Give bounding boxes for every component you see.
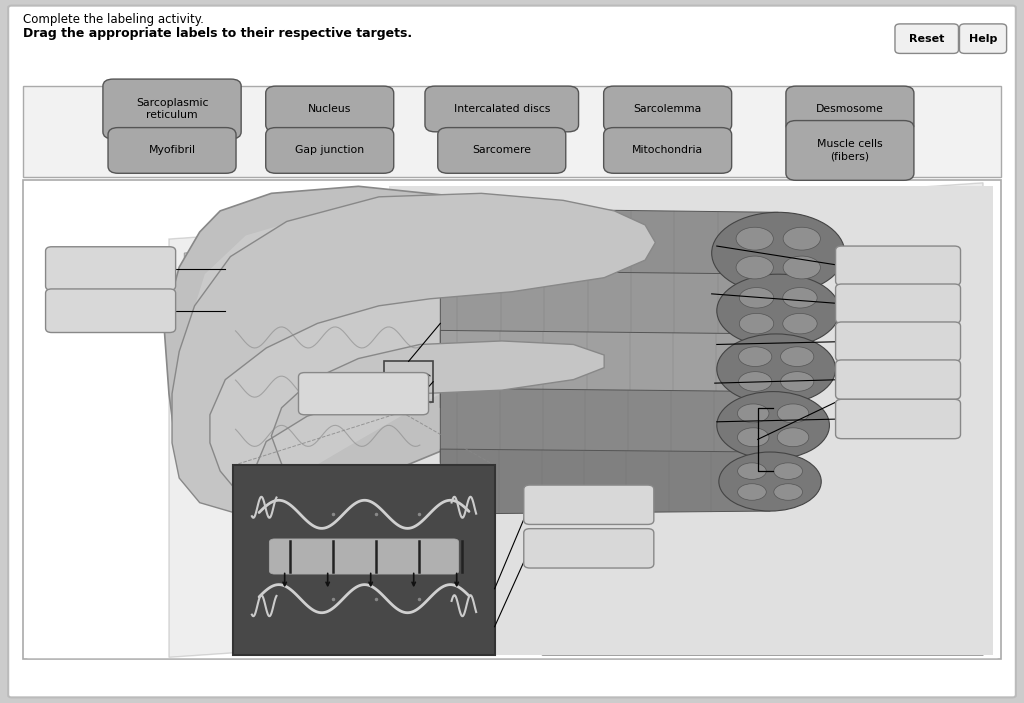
FancyBboxPatch shape xyxy=(836,322,961,361)
FancyBboxPatch shape xyxy=(23,86,1001,177)
FancyBboxPatch shape xyxy=(604,86,731,132)
Ellipse shape xyxy=(777,404,809,423)
Polygon shape xyxy=(27,183,997,657)
Ellipse shape xyxy=(717,392,829,459)
FancyBboxPatch shape xyxy=(27,183,997,657)
Text: Mitochondria: Mitochondria xyxy=(632,146,703,155)
Text: Muscle cells
(fibers): Muscle cells (fibers) xyxy=(817,139,883,162)
FancyBboxPatch shape xyxy=(836,284,961,323)
Ellipse shape xyxy=(783,227,820,250)
FancyBboxPatch shape xyxy=(604,128,731,173)
FancyBboxPatch shape xyxy=(836,399,961,439)
Text: Complete the labeling activity.: Complete the labeling activity. xyxy=(23,13,204,25)
Ellipse shape xyxy=(774,463,803,479)
FancyBboxPatch shape xyxy=(269,539,459,574)
Text: Intercalated discs: Intercalated discs xyxy=(454,104,550,114)
Ellipse shape xyxy=(712,212,845,294)
Text: Drag the appropriate labels to their respective targets.: Drag the appropriate labels to their res… xyxy=(23,27,412,39)
FancyBboxPatch shape xyxy=(895,24,958,53)
FancyBboxPatch shape xyxy=(45,289,176,333)
Ellipse shape xyxy=(780,347,814,366)
Polygon shape xyxy=(172,193,655,515)
Text: Nucleus: Nucleus xyxy=(308,104,351,114)
Ellipse shape xyxy=(777,428,809,446)
Ellipse shape xyxy=(739,314,774,334)
Ellipse shape xyxy=(737,404,769,423)
Ellipse shape xyxy=(736,227,773,250)
Text: Desmosome: Desmosome xyxy=(816,104,884,114)
Ellipse shape xyxy=(737,463,766,479)
Ellipse shape xyxy=(739,288,774,308)
FancyBboxPatch shape xyxy=(523,529,653,568)
Text: Myofibril: Myofibril xyxy=(148,146,196,155)
Text: Sarcomere: Sarcomere xyxy=(472,146,531,155)
FancyBboxPatch shape xyxy=(45,247,176,290)
Polygon shape xyxy=(184,211,978,648)
Ellipse shape xyxy=(738,372,772,392)
Text: Sarcolemma: Sarcolemma xyxy=(634,104,701,114)
Polygon shape xyxy=(169,183,983,657)
Text: Help: Help xyxy=(969,34,997,44)
FancyBboxPatch shape xyxy=(438,128,565,173)
FancyBboxPatch shape xyxy=(299,373,428,415)
Ellipse shape xyxy=(780,372,814,392)
Ellipse shape xyxy=(736,256,773,279)
FancyBboxPatch shape xyxy=(27,183,997,657)
Ellipse shape xyxy=(737,484,766,501)
Polygon shape xyxy=(164,186,676,513)
Polygon shape xyxy=(440,449,770,514)
Polygon shape xyxy=(389,186,993,655)
FancyBboxPatch shape xyxy=(786,86,913,132)
Text: Sarcoplasmic
reticulum: Sarcoplasmic reticulum xyxy=(136,98,208,120)
FancyBboxPatch shape xyxy=(109,128,237,173)
Text: Reset: Reset xyxy=(909,34,944,44)
FancyBboxPatch shape xyxy=(8,6,1016,697)
Ellipse shape xyxy=(737,428,769,446)
Polygon shape xyxy=(189,204,584,496)
Polygon shape xyxy=(440,330,776,408)
Ellipse shape xyxy=(782,288,817,308)
FancyBboxPatch shape xyxy=(523,485,653,524)
FancyBboxPatch shape xyxy=(425,86,579,132)
Polygon shape xyxy=(189,197,983,655)
FancyBboxPatch shape xyxy=(786,120,913,180)
Ellipse shape xyxy=(717,334,836,404)
Polygon shape xyxy=(440,208,778,298)
Ellipse shape xyxy=(719,452,821,511)
Ellipse shape xyxy=(782,314,817,334)
FancyBboxPatch shape xyxy=(233,465,495,655)
FancyBboxPatch shape xyxy=(959,24,1007,53)
Ellipse shape xyxy=(738,347,772,366)
Polygon shape xyxy=(440,271,778,351)
Ellipse shape xyxy=(774,484,803,501)
FancyBboxPatch shape xyxy=(23,180,1001,659)
FancyBboxPatch shape xyxy=(103,79,242,138)
FancyBboxPatch shape xyxy=(836,246,961,285)
FancyBboxPatch shape xyxy=(266,86,393,132)
Ellipse shape xyxy=(783,256,820,279)
Text: Gap junction: Gap junction xyxy=(295,146,365,155)
FancyBboxPatch shape xyxy=(836,360,961,399)
FancyBboxPatch shape xyxy=(266,128,393,173)
Polygon shape xyxy=(440,388,773,463)
Ellipse shape xyxy=(717,274,840,347)
